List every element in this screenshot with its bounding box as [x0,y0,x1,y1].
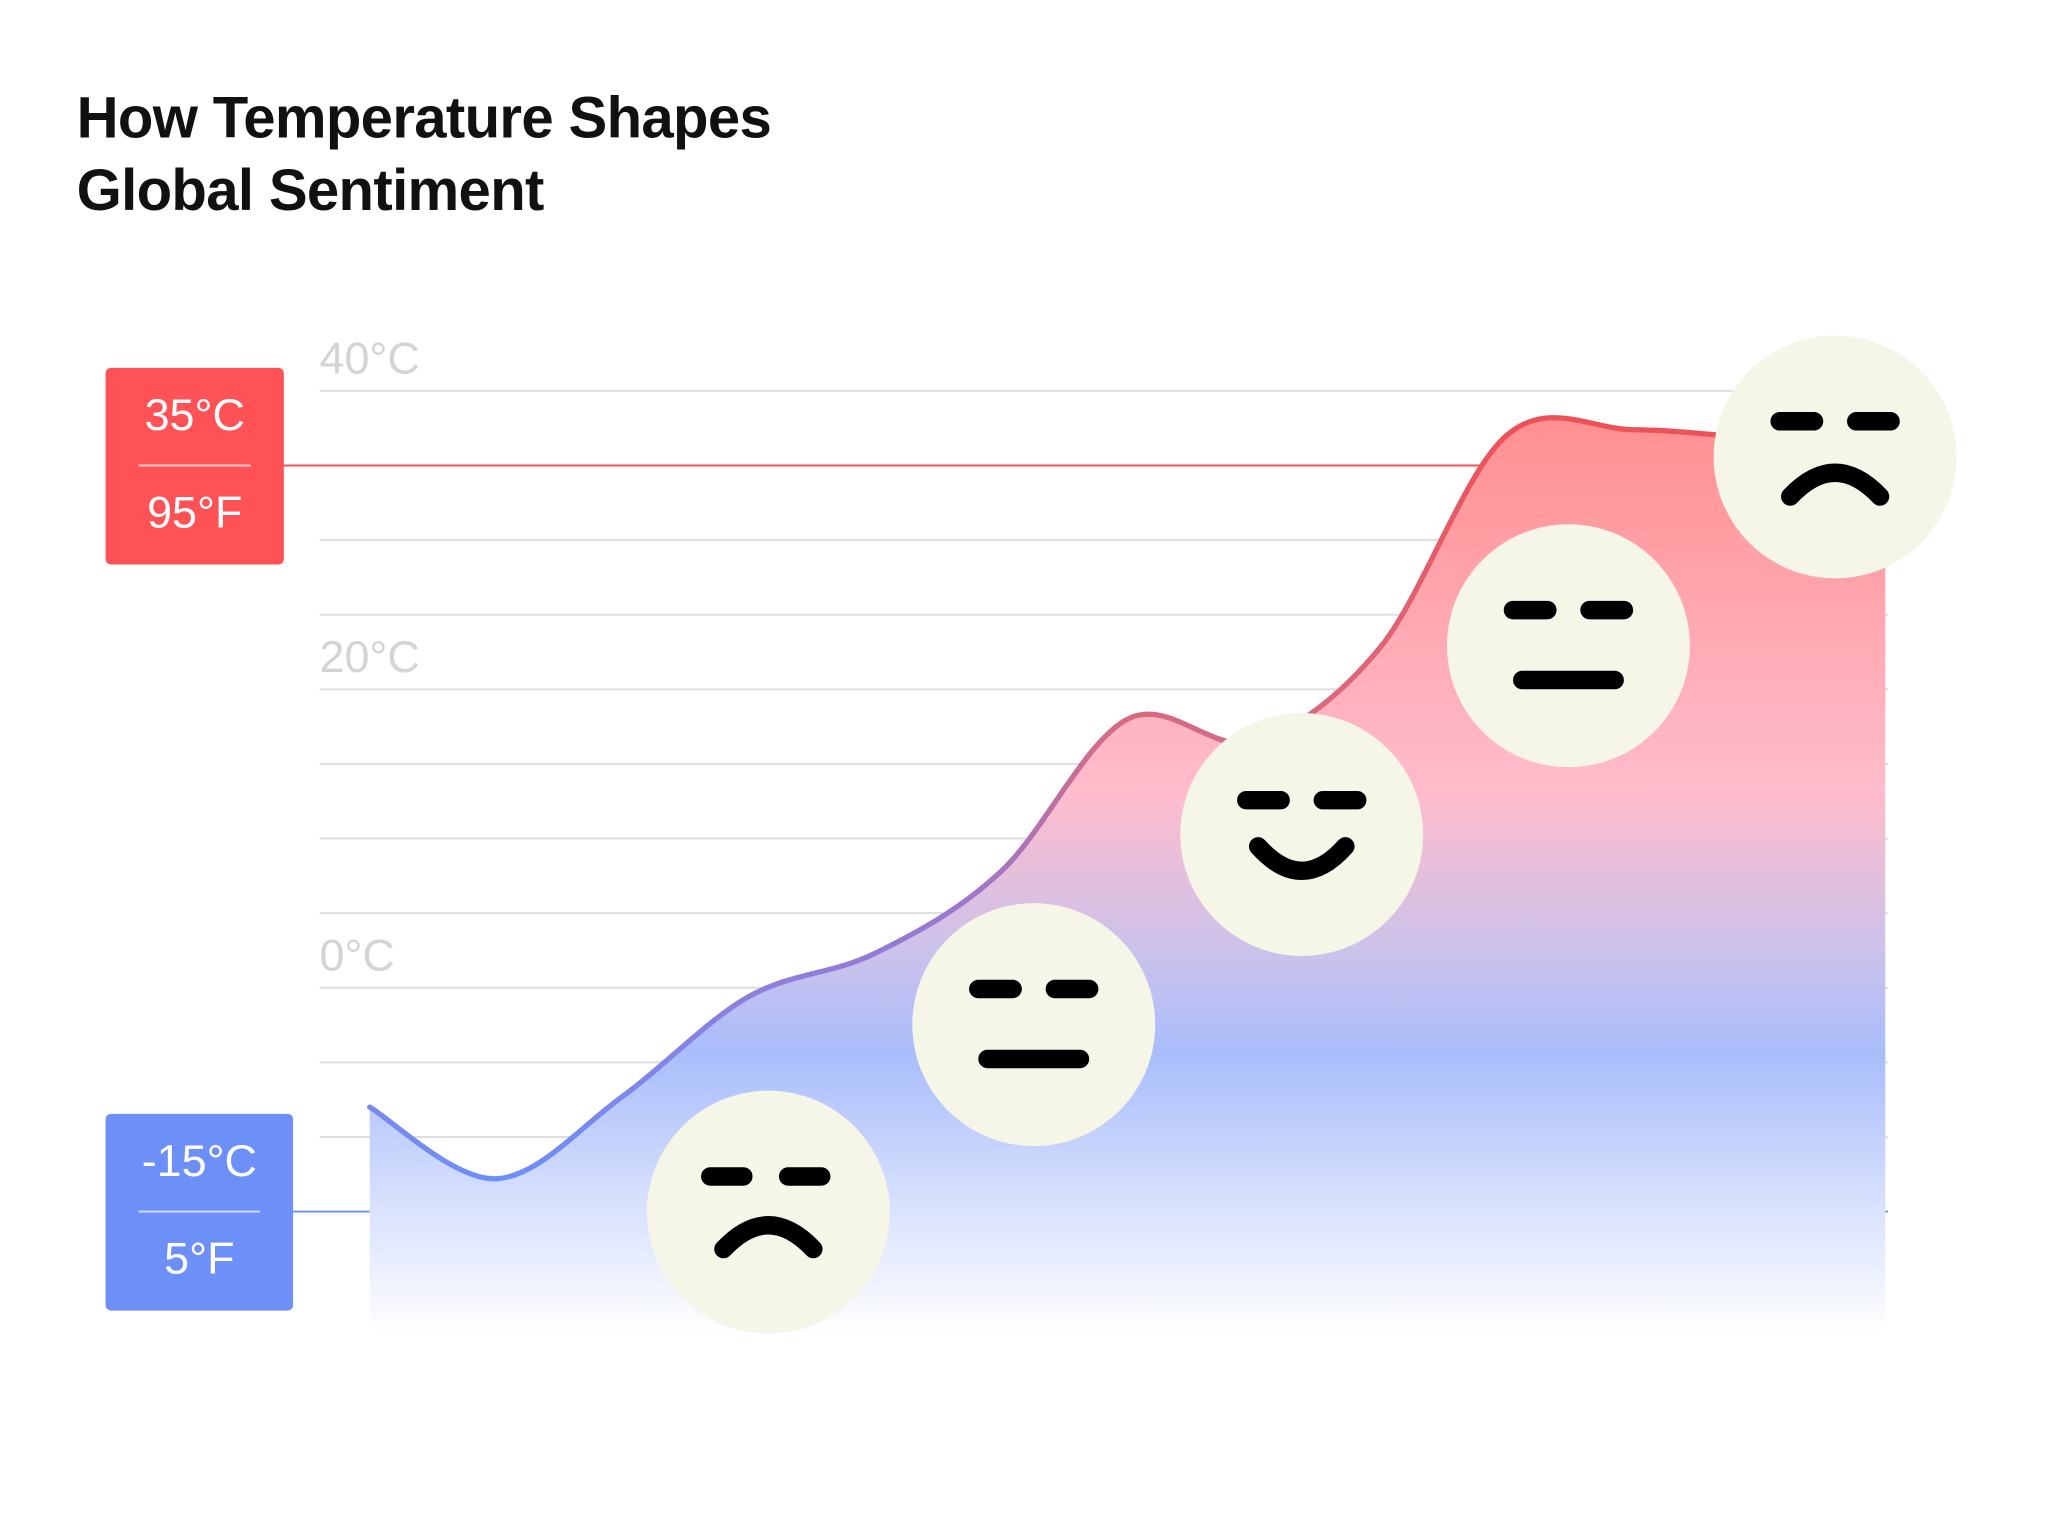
face-neutral [1446,524,1690,768]
face-mouth [1780,463,1890,506]
face-bg [1713,335,1957,579]
face-sad [1713,335,1957,579]
face-sad [646,1090,890,1334]
area-fill [369,417,1886,1331]
y-tick-label: 40°C [319,333,419,384]
marker-sublabel: 5°F [164,1233,234,1284]
face-happy [1180,713,1424,956]
marker-label: 35°C [145,389,245,440]
marker-label: -15°C [142,1135,257,1186]
face-bg [646,1090,890,1334]
marker-sublabel: 95°F [147,487,242,538]
title-box: How Temperature Shapes Global Sentiment [76,85,772,224]
face-mouth [714,1216,823,1259]
face-bg [1446,524,1690,768]
face-bg [1180,713,1424,956]
face-neutral [912,903,1156,1147]
y-tick-label: 20°C [319,631,419,682]
y-tick-label: 0°C [319,930,394,981]
face-bg [912,903,1156,1147]
plot: 40°C 20°C 0°C 35°C 95°F -15°C 5°F [105,333,1888,1331]
face-mouth [1248,837,1355,880]
area-line [367,415,1888,1182]
chart-title: How Temperature Shapes Global Sentiment [76,85,772,224]
